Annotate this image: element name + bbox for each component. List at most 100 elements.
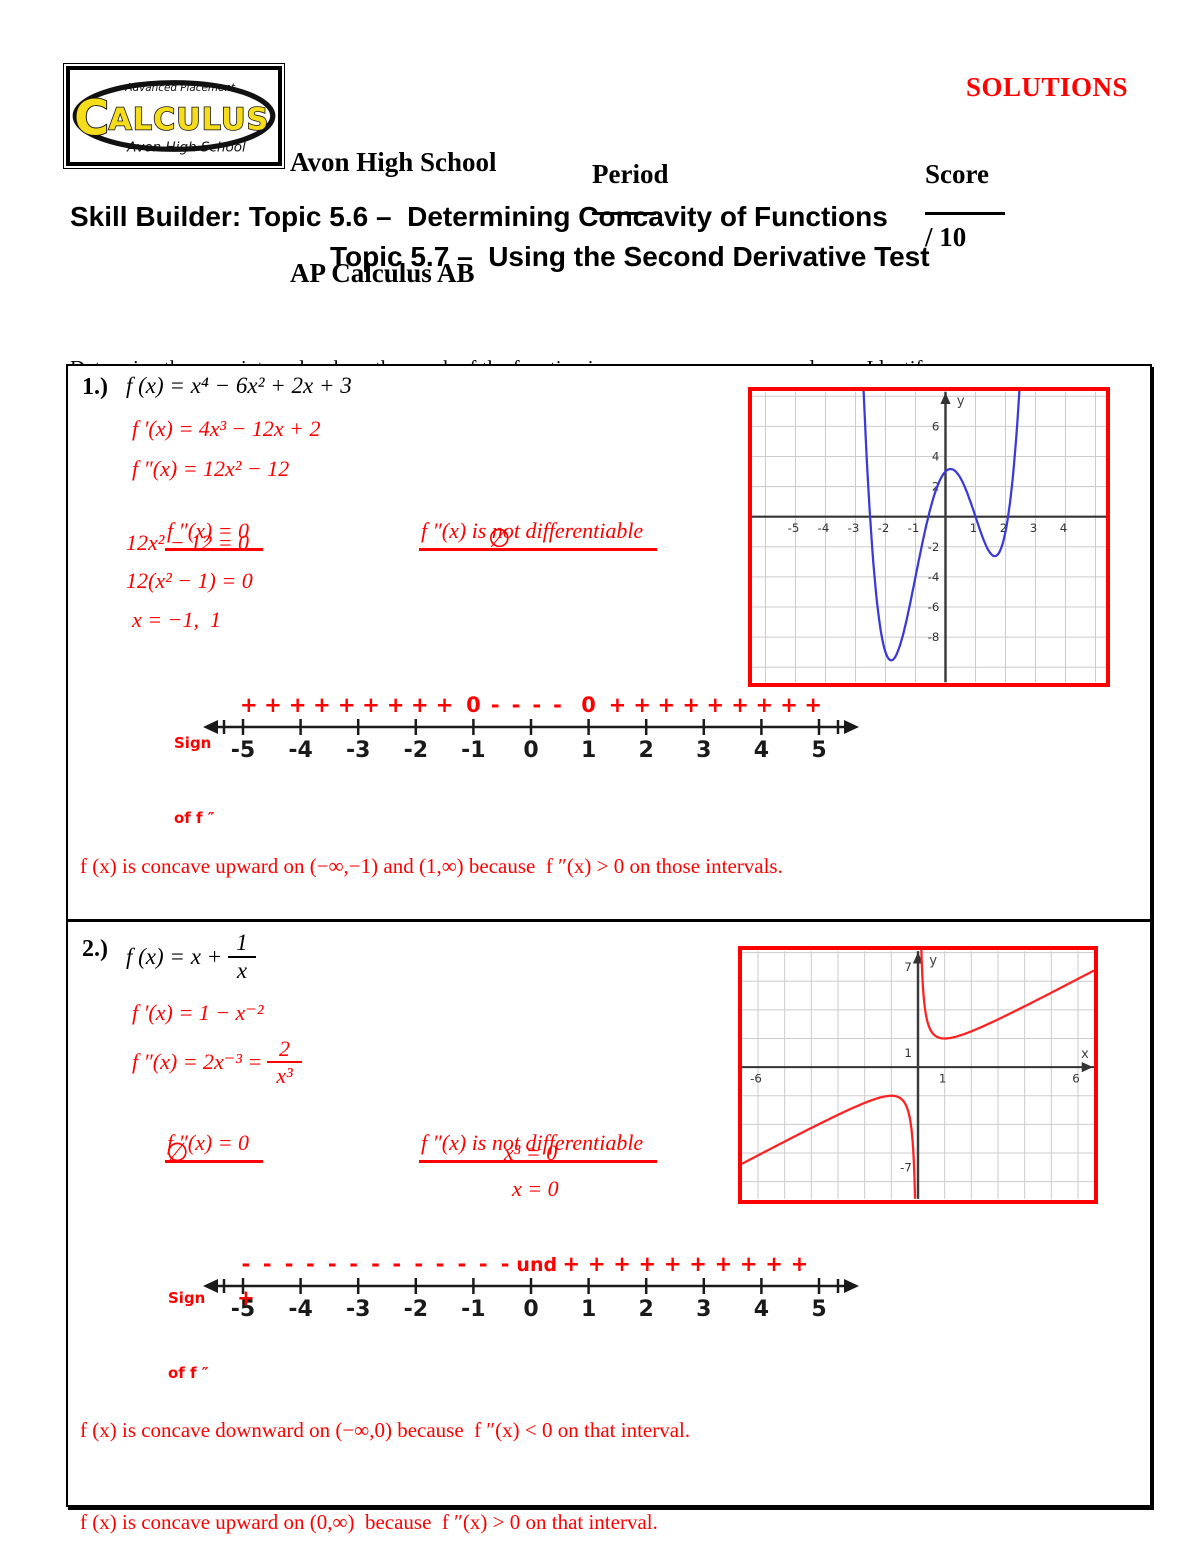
problem2-derivative-fraction: 2 x³: [267, 1036, 302, 1089]
svg-text:-1: -1: [461, 1297, 485, 1322]
logo-letter-c: C: [74, 92, 109, 147]
problem1-second-derivative: f ″(x) = 12x² − 12: [132, 456, 290, 481]
svg-text:-1: -1: [461, 738, 485, 763]
problem1-step-2: 12(x² − 1) = 0: [126, 568, 253, 593]
problem1-step-1: 12x² − 12 = 0: [126, 530, 250, 555]
svg-text:1: 1: [904, 1046, 911, 1060]
svg-text:-8: -8: [928, 630, 940, 644]
svg-text:und: und: [516, 1254, 557, 1276]
score-label: Score: [925, 159, 989, 189]
score-denominator: / 10: [925, 221, 967, 252]
svg-text:+: +: [362, 693, 380, 717]
svg-text:+: +: [639, 1252, 657, 1276]
problem2-function-fraction: 1 x: [227, 930, 257, 985]
period-field: Period: [565, 128, 668, 253]
svg-text:-: -: [242, 1252, 251, 1276]
svg-text:3: 3: [1030, 521, 1037, 535]
svg-text:2: 2: [639, 738, 654, 763]
solutions-label: SOLUTIONS: [965, 72, 1128, 102]
logo-bottom-text: Avon High School: [126, 139, 246, 155]
problem2-sign-numberline: -5 -4 -3 -2 -1 0 1 2 3 4 5- - - - - - - - - - - - - und + + + + + + + +…: [203, 1252, 859, 1322]
svg-text:+: +: [633, 693, 651, 717]
svg-text:4: 4: [754, 1297, 769, 1322]
svg-text:-3: -3: [346, 738, 370, 763]
svg-text:-4: -4: [928, 570, 940, 584]
problem2-graph-frame: y x -6 1 6 7 1 -7: [738, 946, 1098, 1204]
svg-text:-4: -4: [818, 521, 830, 535]
svg-text:y: y: [957, 394, 965, 409]
svg-text:+: +: [682, 693, 700, 717]
svg-text:+: +: [338, 693, 356, 717]
svg-text:y: y: [929, 953, 937, 968]
svg-text:6: 6: [1072, 1071, 1079, 1085]
svg-text:+: +: [240, 693, 258, 717]
svg-text:4: 4: [1060, 521, 1067, 535]
svg-text:-: -: [328, 1252, 337, 1276]
svg-text:-2: -2: [878, 521, 890, 535]
calculus-logo: Advanced Placement C ALCULUS Avon High S…: [63, 63, 285, 169]
worksheet-title-line1: Skill Builder: Topic 5.6 – Determining C…: [70, 201, 888, 232]
svg-text:+: +: [740, 1252, 758, 1276]
problem2-function-plot: y x -6 1 6 7 1 -7: [742, 950, 1094, 1199]
problem2-conclusions: f (x) is concave downward on (−∞,0) beca…: [80, 1368, 690, 1553]
worksheet-title-line2: Topic 5.7 – Using the Second Derivative …: [330, 241, 930, 272]
svg-text:+: +: [664, 1252, 682, 1276]
logo-top-text: Advanced Placement: [124, 82, 236, 94]
course-name: AP Calculus AB: [290, 258, 475, 288]
svg-text:6: 6: [932, 419, 939, 433]
problem1-function-plot: y -5 -4 -3 -2 -1 1 2 3 4 6 4 2 -2 -4 -6 -8: [752, 391, 1106, 683]
problem1-numberline-label: Sign of f ″: [174, 734, 215, 827]
svg-text:-5: -5: [231, 738, 255, 763]
svg-text:+: +: [289, 693, 307, 717]
problem2-number: 2.): [82, 936, 108, 962]
svg-text:7: 7: [904, 960, 911, 974]
svg-text:0: 0: [581, 693, 596, 717]
svg-text:-: -: [553, 693, 562, 717]
svg-text:-: -: [479, 1252, 488, 1276]
svg-text:+: +: [765, 1252, 783, 1276]
svg-text:+: +: [313, 693, 331, 717]
svg-text:-: -: [512, 693, 521, 717]
svg-text:-3: -3: [848, 521, 860, 535]
svg-text:-: -: [306, 1252, 315, 1276]
svg-text:+: +: [387, 693, 405, 717]
problem1-case-zero-header: f ″(x) = 0: [132, 492, 264, 570]
svg-text:2: 2: [639, 1297, 654, 1322]
svg-text:-: -: [501, 1252, 510, 1276]
logo-ellipse: [72, 80, 276, 152]
svg-text:+: +: [780, 693, 798, 717]
svg-text:-2: -2: [404, 738, 428, 763]
svg-text:+: +: [715, 1252, 733, 1276]
problem2-function: f (x) = x + 1 x: [126, 930, 257, 985]
period-blank-line: [592, 190, 656, 215]
svg-text:+: +: [791, 1252, 809, 1276]
svg-text:0: 0: [523, 738, 538, 763]
svg-text:0: 0: [523, 1297, 538, 1322]
svg-text:1: 1: [939, 1071, 946, 1085]
problem1-graph-frame: y -5 -4 -3 -2 -1 1 2 3 4 6 4 2 -2 -4 -6 -8: [748, 387, 1110, 687]
svg-text:+: +: [755, 693, 773, 717]
svg-text:1: 1: [581, 1297, 596, 1322]
svg-text:1: 1: [581, 738, 596, 763]
svg-text:-6: -6: [750, 1071, 762, 1085]
score-field: Score / 10: [898, 128, 1005, 284]
svg-text:-2: -2: [404, 1297, 428, 1322]
problem1-case-undefined-header: f ″(x) is not differentiable: [386, 492, 658, 570]
svg-text:-: -: [371, 1252, 380, 1276]
svg-text:-3: -3: [346, 1297, 370, 1322]
svg-text:-: -: [491, 693, 500, 717]
problem1-conclusion-1: f (x) is concave upward on (−∞,−1) and (…: [80, 854, 783, 878]
svg-text:+: +: [411, 693, 429, 717]
problem2-conclusion-1: f (x) is concave downward on (−∞,0) beca…: [80, 1418, 691, 1442]
problem1-first-derivative: f ′(x) = 4x³ − 12x + 2: [132, 416, 321, 441]
svg-text:+: +: [237, 1286, 255, 1310]
svg-text:-4: -4: [288, 738, 312, 763]
svg-text:-: -: [285, 1252, 294, 1276]
svg-text:-2: -2: [928, 540, 940, 554]
problem2-box: 2.) f (x) = x + 1 x f ′(x) = 1 − x⁻² f ″…: [66, 920, 1152, 1534]
problem1-function: f (x) = x⁴ − 6x² + 2x + 3: [126, 373, 352, 398]
svg-text:+: +: [804, 693, 822, 717]
svg-text:-7: -7: [900, 1160, 912, 1174]
svg-text:+: +: [436, 693, 454, 717]
